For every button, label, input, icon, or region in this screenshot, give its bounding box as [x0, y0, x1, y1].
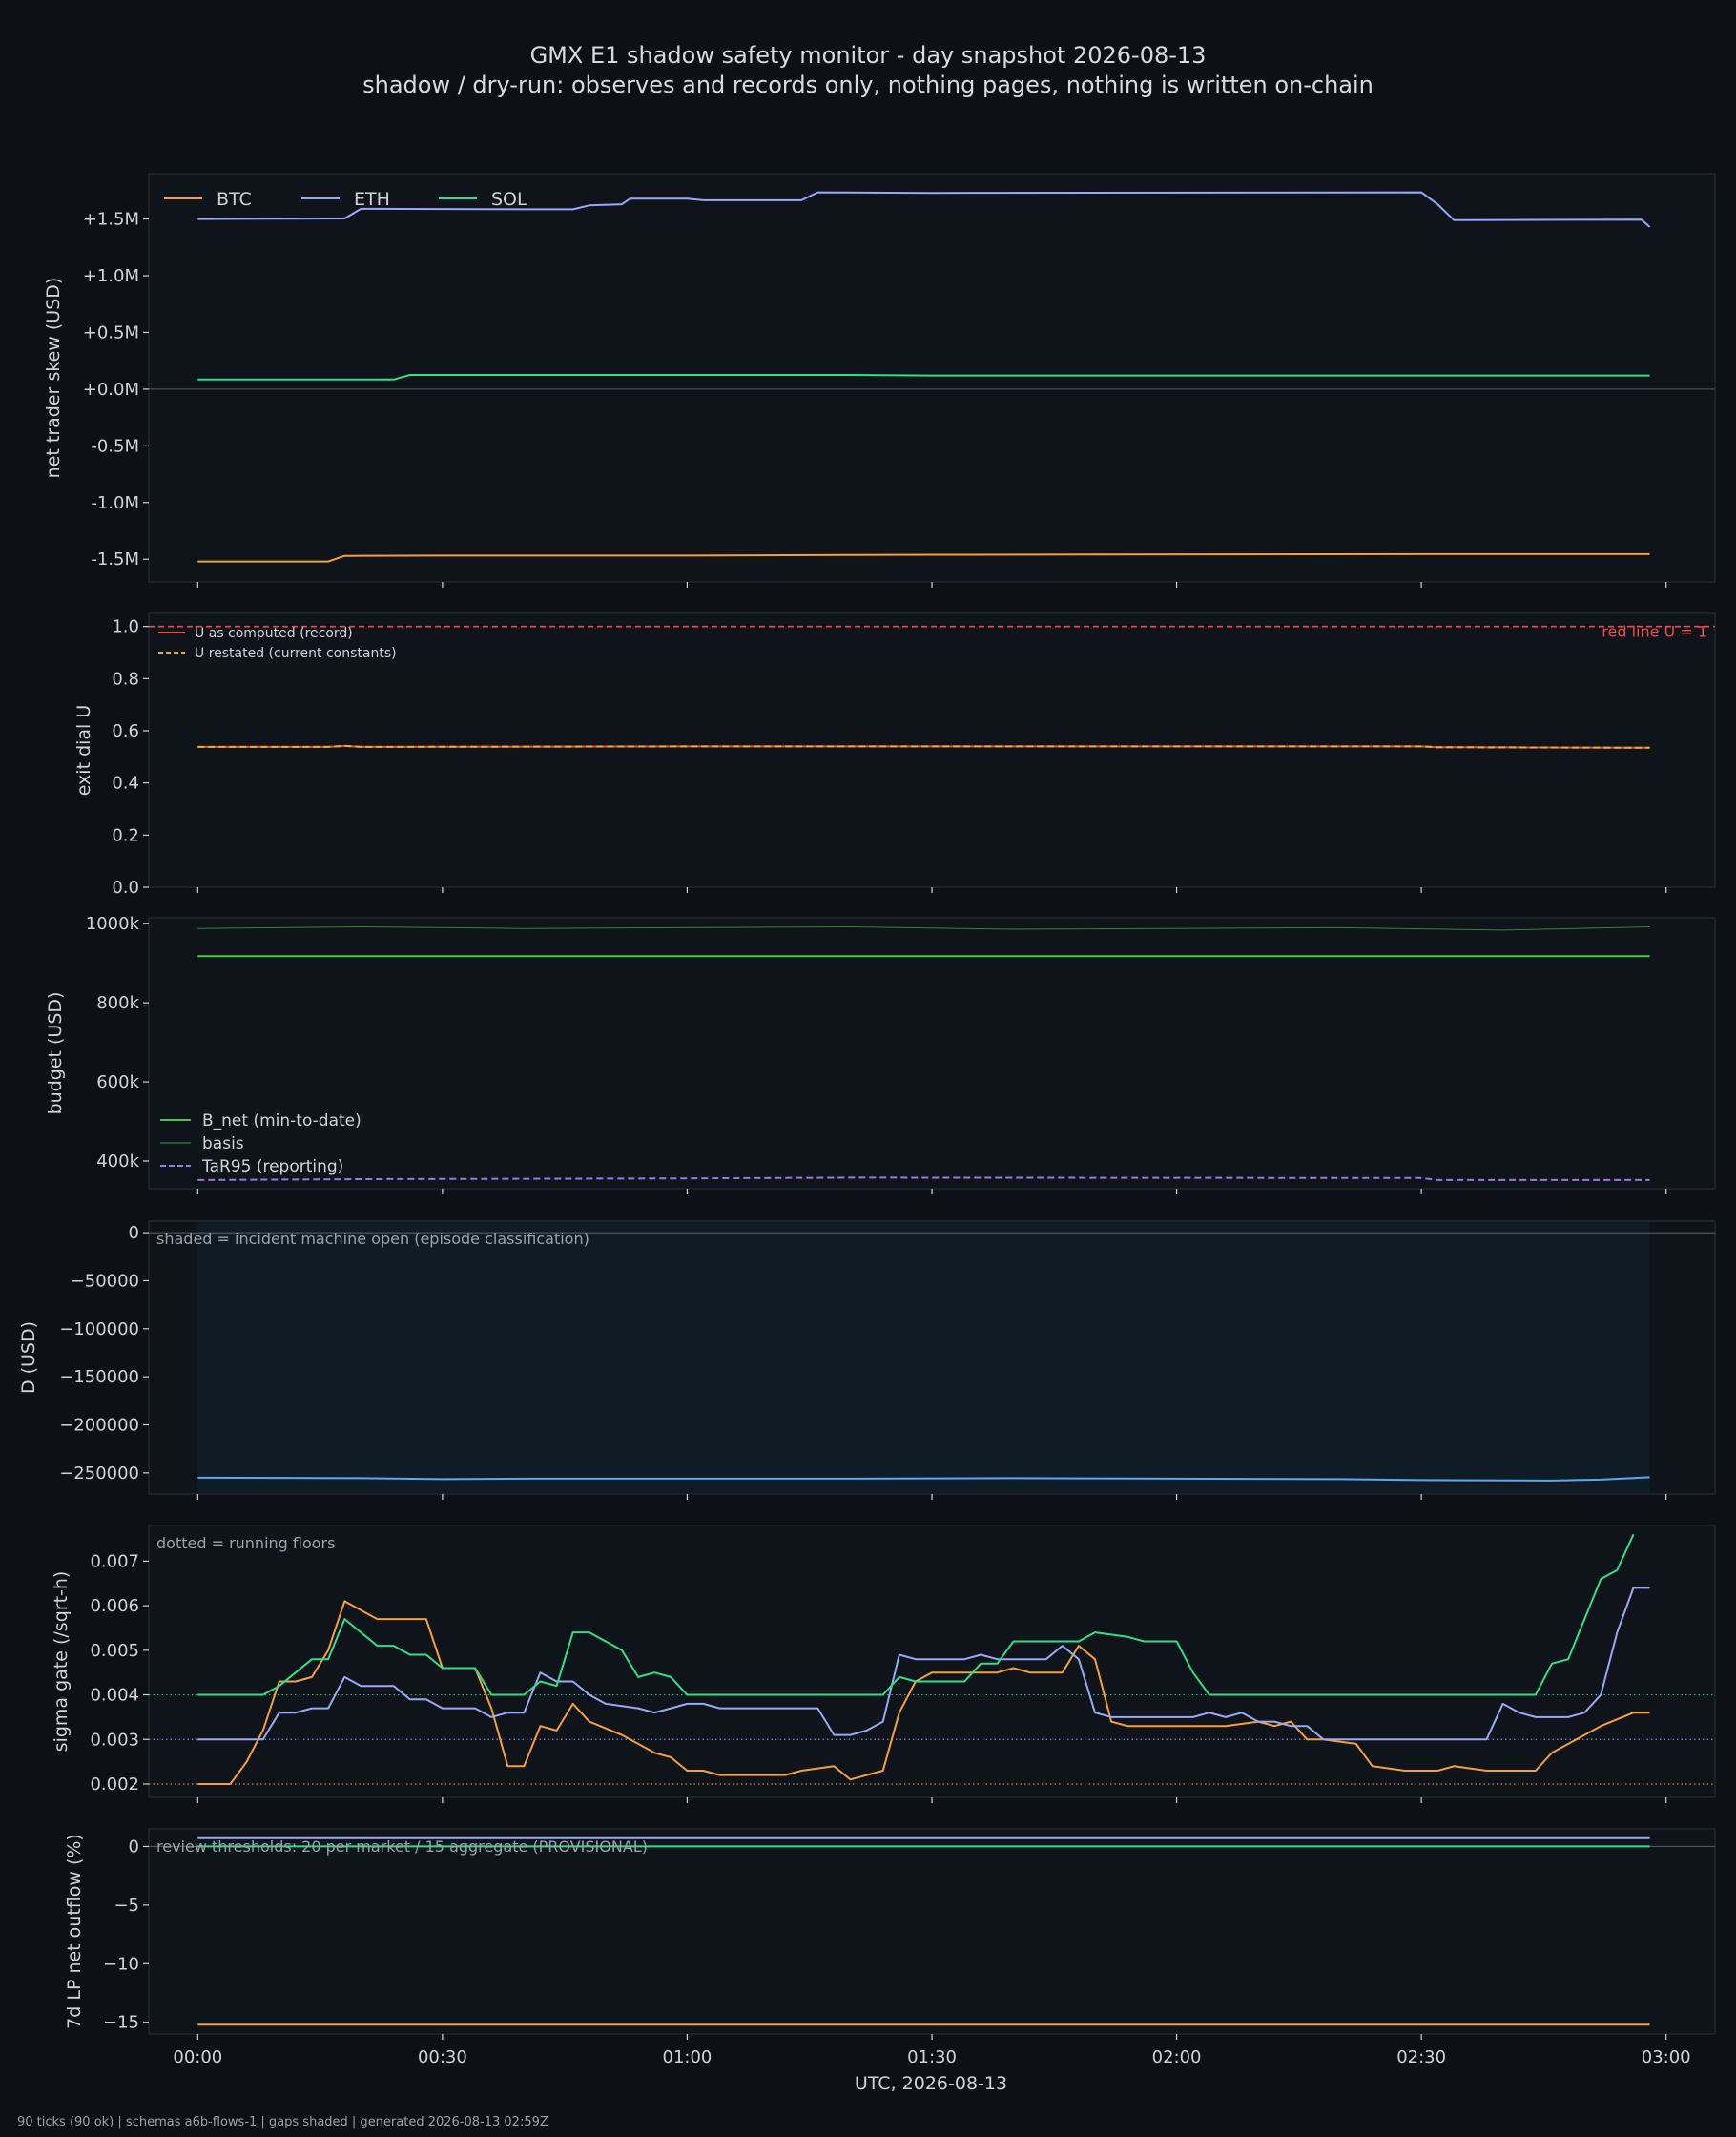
panel-2: 1.0 0.8 0.6 0.4 0.2 0.0 exit dial U red line U … — [73, 612, 1716, 898]
x-tick-label: 00:00 — [173, 2047, 222, 2067]
x-tick-label: 02:30 — [1396, 2047, 1446, 2067]
chart-subtitle: shadow / dry-run: observes and records o… — [362, 72, 1374, 98]
incident-shaded-span — [197, 1222, 1650, 1493]
x-tick-label: 00:30 — [418, 2047, 467, 2067]
footer-text: 90 ticks (90 ok) | schemas a6b-flows-1 |… — [17, 2115, 548, 2129]
y-tick-label: 0.6 — [112, 721, 139, 741]
y-tick-label: -1.5M — [91, 550, 139, 570]
panel-note: dotted = running floors — [156, 1534, 335, 1552]
plot-area — [148, 917, 1716, 1190]
legend-entry: B_net (min-to-date) — [202, 1111, 362, 1131]
y-tick-label: 0.007 — [90, 1551, 139, 1571]
y-tick-label: 0.003 — [90, 1730, 139, 1750]
legend-entry: TaR95 (reporting) — [201, 1157, 343, 1176]
series-line-sol — [197, 1533, 1635, 1696]
y-tick-label: −150000 — [59, 1367, 139, 1387]
y-tick-label: 0.004 — [90, 1686, 139, 1706]
y-tick-label: −200000 — [59, 1415, 139, 1435]
y-tick-label: −50000 — [71, 1271, 139, 1291]
panel-note: shaded = incident machine open (episode … — [156, 1230, 589, 1248]
y-tick-label: 0.4 — [112, 774, 139, 794]
y-tick-label: -1.0M — [91, 493, 139, 513]
legend-entry: U as computed (record) — [195, 626, 353, 641]
y-tick-label: 0.0 — [112, 878, 139, 898]
plot-area — [148, 1525, 1716, 1798]
y-tick-label: 0 — [129, 1836, 139, 1857]
y-tick-label: 0.2 — [112, 825, 139, 845]
y-tick-label: 800k — [96, 993, 139, 1013]
x-tick-label: 01:30 — [907, 2047, 957, 2067]
legend-entry: BTC — [217, 189, 252, 210]
y-tick-label: +0.5M — [83, 322, 139, 342]
legend-entry: SOL — [491, 189, 527, 210]
panel-6: 00:00 00:30 01:00 01:30 02:00 02:30 03:00 0 −5 −1… — [64, 1828, 1716, 2067]
series-line-eth — [197, 1587, 1650, 1741]
y-tick-label: 0.006 — [90, 1596, 139, 1616]
y-tick-label: +1.5M — [83, 210, 139, 230]
x-tick-label: 02:00 — [1152, 2047, 1202, 2067]
series-line-btc — [197, 1600, 1650, 1785]
y-tick-label: 0.002 — [90, 1774, 139, 1795]
y-tick-label: 400k — [96, 1151, 139, 1172]
series-line-basis — [197, 926, 1650, 931]
y-axis-label: sigma gate (/sqrt-h) — [51, 1571, 72, 1753]
plot-area — [148, 173, 1716, 583]
y-tick-label: +1.0M — [83, 266, 139, 286]
plot-area — [148, 612, 1716, 888]
red-line-label: red line U = 1 — [1602, 623, 1707, 641]
series-line-u-restated-current-constants- — [197, 744, 1650, 749]
y-tick-label: 0 — [129, 1223, 139, 1243]
panels: +1.5M +1.0M +0.5M +0.0M -0.5M -1.0M -1.5M net t… — [18, 173, 1716, 2067]
panel-1: +1.5M +1.0M +0.5M +0.0M -0.5M -1.0M -1.5M net t… — [43, 173, 1716, 588]
y-tick-label: 0.005 — [90, 1641, 139, 1661]
y-tick-label: −100000 — [59, 1319, 139, 1339]
series-line-tar95-reporting- — [197, 1176, 1650, 1181]
y-axis-label: exit dial U — [73, 705, 94, 797]
y-tick-label: -0.5M — [91, 436, 139, 456]
y-tick-label: −250000 — [59, 1463, 139, 1483]
series-line-eth — [197, 191, 1651, 228]
y-tick-label: +0.0M — [83, 380, 139, 400]
panel-5: 0.007 0.006 0.005 0.004 0.003 0.002 sigma gate… — [51, 1525, 1716, 1803]
panel-4: 0 −50000 −100000 −150000 −200000 −250000 D (US… — [18, 1220, 1716, 1500]
panel-note: review thresholds: 20 per market / 15 ag… — [156, 1837, 648, 1856]
x-tick-label: 01:00 — [663, 2047, 713, 2067]
y-tick-label: −10 — [103, 1954, 139, 1974]
chart-title: GMX E1 shadow safety monitor - day snaps… — [530, 42, 1207, 69]
series-line-d — [197, 1476, 1650, 1482]
legend-entry: U restated (current constants) — [195, 646, 397, 661]
y-tick-label: 1000k — [86, 914, 140, 934]
panel-3: 1000k 800k 600k 400k budget (USD) B_net (min-… — [45, 914, 1716, 1194]
legend-entry: ETH — [354, 189, 390, 210]
series-line-sol — [197, 374, 1650, 381]
legend-entry: basis — [202, 1134, 244, 1153]
y-axis-label: net trader skew (USD) — [43, 278, 64, 479]
y-tick-label: 0.8 — [112, 669, 139, 689]
y-axis-label: D (USD) — [18, 1321, 39, 1394]
x-axis-label: UTC, 2026-08-13 — [855, 2073, 1007, 2094]
y-tick-label: 600k — [96, 1072, 139, 1092]
plot-area — [148, 1828, 1716, 2035]
y-tick-label: 1.0 — [112, 617, 139, 637]
y-tick-label: −15 — [103, 2013, 139, 2033]
x-tick-label: 03:00 — [1642, 2047, 1691, 2067]
y-axis-label: 7d LP net outflow (%) — [64, 1834, 85, 2029]
y-tick-label: −5 — [114, 1896, 139, 1916]
series-line-btc — [197, 552, 1650, 563]
y-axis-label: budget (USD) — [45, 992, 66, 1115]
